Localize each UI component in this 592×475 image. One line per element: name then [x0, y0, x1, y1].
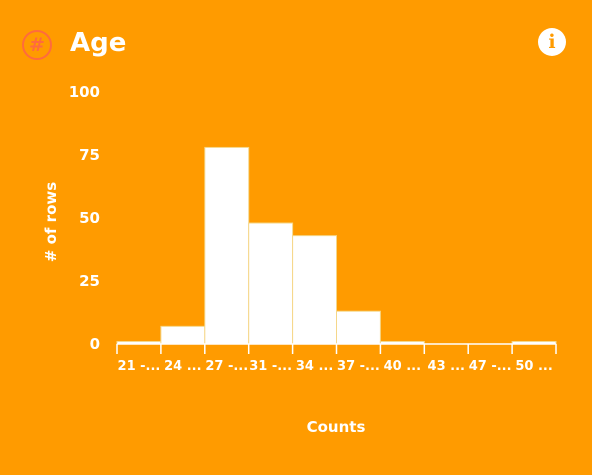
x-axis-label: Counts: [307, 418, 366, 436]
y-tick-label: 100: [69, 83, 100, 101]
x-tick-label: 34 ...: [296, 359, 333, 374]
bar[interactable]: [161, 326, 205, 344]
x-tick-label: 24 ...: [164, 359, 201, 374]
x-axis-ticks: 21 -... 24 ... 27 -... 31 -... 34 ... 37 -...…: [117, 344, 556, 374]
bar[interactable]: [205, 147, 249, 344]
y-axis-label: # of rows: [42, 182, 60, 262]
x-tick-label: 43 ...: [428, 359, 465, 374]
bar[interactable]: [293, 236, 337, 344]
bar[interactable]: [249, 223, 293, 344]
y-tick-label: 50: [79, 209, 100, 227]
x-tick-label: 31 -...: [249, 359, 292, 374]
bar[interactable]: [337, 311, 381, 344]
x-tick-label: 27 -...: [205, 359, 248, 374]
x-tick-label: 40 ...: [384, 359, 421, 374]
x-tick-label: 21 -...: [118, 359, 161, 374]
y-axis-ticks: 0 25 50 75 100: [69, 83, 100, 353]
y-tick-label: 75: [79, 146, 100, 164]
y-tick-label: 25: [79, 272, 100, 290]
bars: [117, 147, 556, 344]
x-tick-label: 47 -...: [469, 359, 512, 374]
x-tick-label: 37 -...: [337, 359, 380, 374]
x-tick-label: 50 ...: [515, 359, 552, 374]
y-tick-label: 0: [90, 335, 100, 353]
